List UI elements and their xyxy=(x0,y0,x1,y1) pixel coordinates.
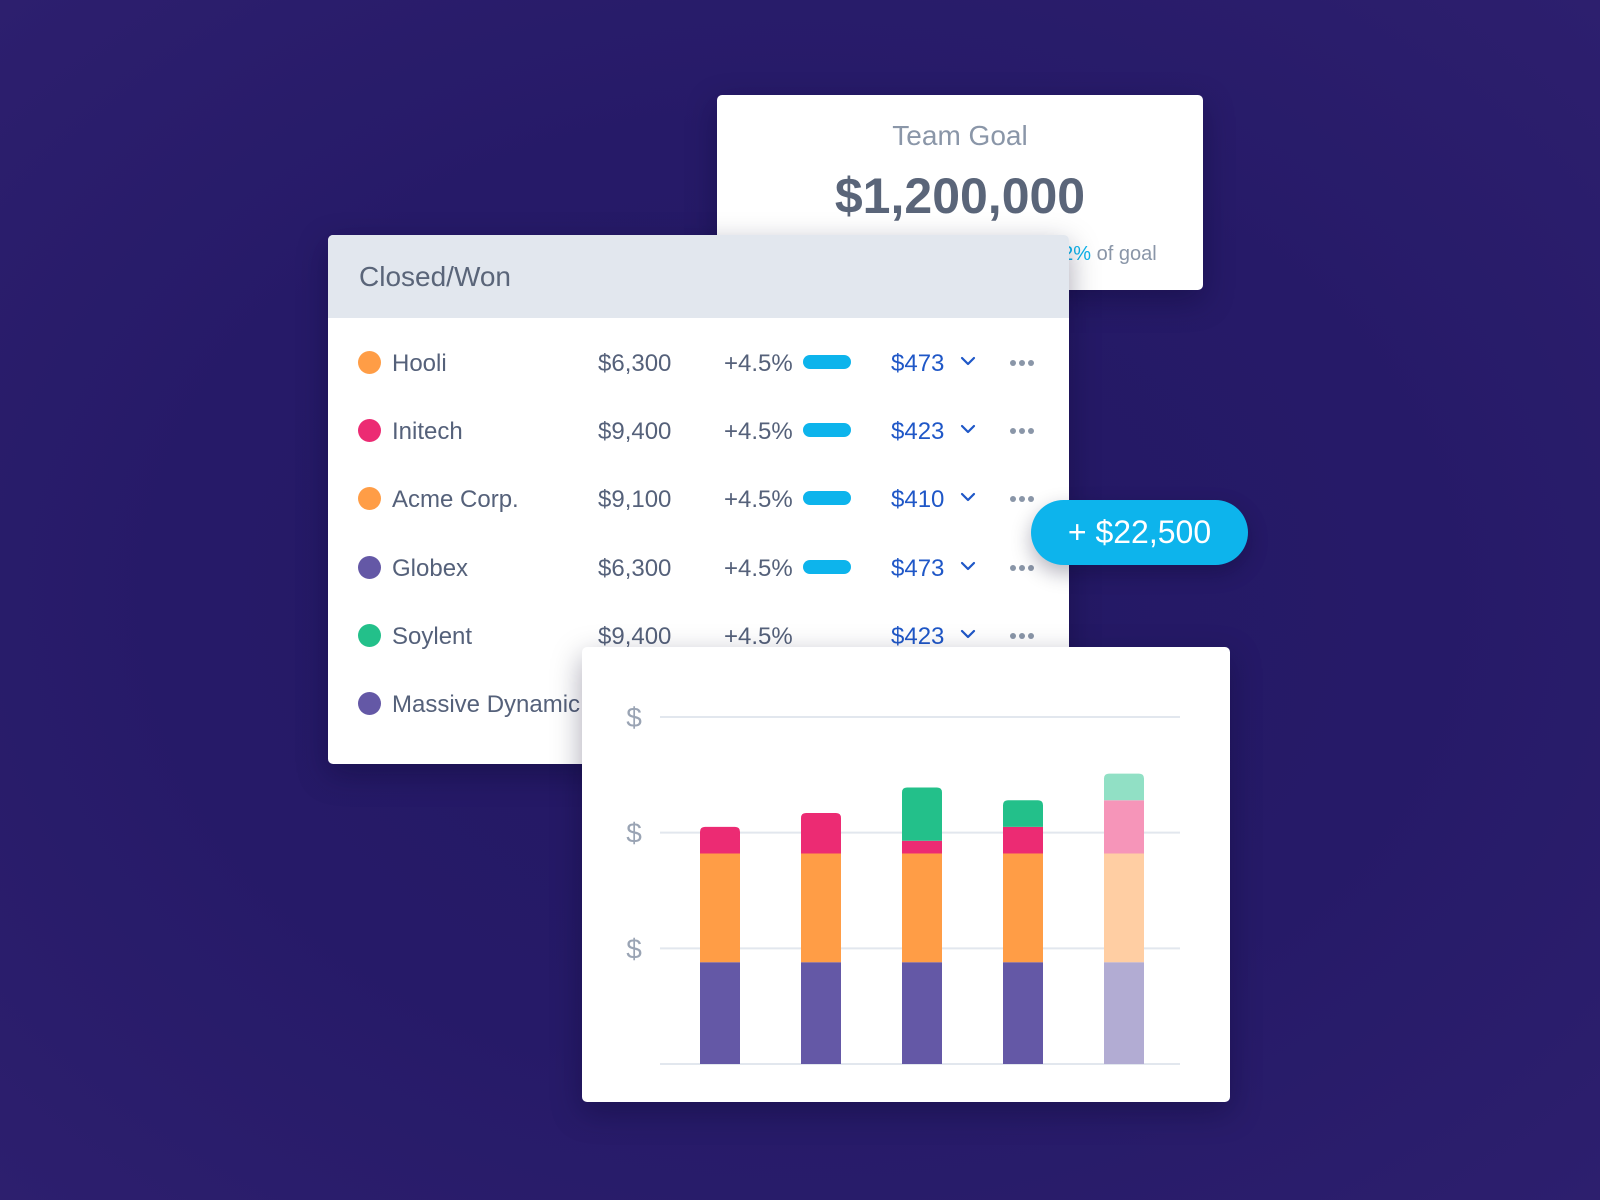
deal-change-percent: +4.5% xyxy=(724,623,793,650)
more-options-icon[interactable] xyxy=(1009,495,1035,503)
bar-segment xyxy=(902,787,942,841)
y-tick-label: $ xyxy=(626,702,642,733)
company-color-dot xyxy=(358,487,381,510)
deal-row[interactable]: Massive Dynamic xyxy=(328,684,1069,724)
more-options-icon[interactable] xyxy=(1009,564,1035,572)
company-name: Globex xyxy=(392,555,469,582)
deal-amount: $6,300 xyxy=(598,350,672,377)
deal-change-percent: +4.5% xyxy=(724,486,793,513)
company-color-dot xyxy=(358,419,381,442)
company-name: Hooli xyxy=(392,350,447,377)
deal-change-percent: +4.5% xyxy=(724,555,793,582)
bar-segment xyxy=(1003,826,1043,854)
more-options-icon[interactable] xyxy=(1009,427,1035,435)
company-color-dot xyxy=(358,692,381,715)
delta-badge: + $22,500 xyxy=(1031,500,1248,565)
company-color-dot xyxy=(358,351,381,374)
bar-segment xyxy=(700,962,740,1064)
closed-won-title: Closed/Won xyxy=(359,260,512,292)
stacked-bar-chart: $ $ $ xyxy=(626,702,1180,1065)
closed-won-header: Closed/Won xyxy=(328,235,1069,318)
deal-row[interactable]: Acme Corp. $9,100 +4.5% $410 xyxy=(328,479,1069,519)
company-name: Massive Dynamic xyxy=(392,691,581,718)
bar-segment xyxy=(902,962,942,1064)
bar-segment xyxy=(801,813,841,854)
deal-value-dropdown[interactable]: $423 xyxy=(891,623,945,650)
bar-segment xyxy=(700,853,740,963)
deal-row[interactable]: Initech $9,400 +4.5% $423 xyxy=(328,411,1069,451)
bar-segment xyxy=(1003,962,1043,1064)
more-options-icon[interactable] xyxy=(1009,632,1035,640)
bar-segment xyxy=(1003,800,1043,827)
deal-trend-bar xyxy=(803,491,851,505)
chevron-down-icon[interactable] xyxy=(960,626,976,642)
team-goal-label: Team Goal xyxy=(892,120,1028,151)
more-options-icon[interactable] xyxy=(1009,359,1035,367)
bar-segment xyxy=(1104,962,1144,1064)
deal-row[interactable]: Soylent $9,400 +4.5% $423 xyxy=(328,616,1069,656)
deal-amount: $9,400 xyxy=(598,623,672,650)
company-color-dot xyxy=(358,556,381,579)
bar-segment xyxy=(902,840,942,854)
deal-trend-bar xyxy=(803,355,851,369)
deal-row[interactable]: Hooli $6,300 +4.5% $473 xyxy=(328,343,1069,383)
deal-amount: $9,100 xyxy=(598,486,672,513)
chevron-down-icon[interactable] xyxy=(960,489,976,505)
company-name: Soylent xyxy=(392,623,473,650)
bar-segment xyxy=(902,853,942,963)
bar-segment xyxy=(1104,773,1144,801)
bar-segment xyxy=(700,826,740,854)
deal-amount: $9,400 xyxy=(598,418,672,445)
deal-value-dropdown[interactable]: $410 xyxy=(891,486,945,513)
y-tick-label: $ xyxy=(626,818,642,849)
deal-row[interactable]: Globex $6,300 +4.5% $473 xyxy=(328,548,1069,588)
deal-change-percent: +4.5% xyxy=(724,350,793,377)
chevron-down-icon[interactable] xyxy=(960,421,976,437)
company-color-dot xyxy=(358,624,381,647)
chart-card: $ $ $ xyxy=(582,647,1230,1102)
deal-amount: $6,300 xyxy=(598,555,672,582)
y-tick-label: $ xyxy=(626,933,642,964)
chevron-down-icon[interactable] xyxy=(960,353,976,369)
deal-trend-bar xyxy=(803,423,851,437)
bar-segment xyxy=(1003,853,1043,963)
deal-value-dropdown[interactable]: $473 xyxy=(891,350,945,377)
company-name: Acme Corp. xyxy=(392,486,519,513)
deal-trend-bar xyxy=(803,560,851,574)
bar-segment xyxy=(801,853,841,963)
bar-segment xyxy=(1104,800,1144,854)
team-goal-of-goal: of goal xyxy=(1096,243,1157,265)
chevron-down-icon[interactable] xyxy=(960,558,976,574)
deal-change-percent: +4.5% xyxy=(724,418,793,445)
bar-segment xyxy=(1104,853,1144,963)
deal-value-dropdown[interactable]: $473 xyxy=(891,555,945,582)
bar-segment xyxy=(801,962,841,1064)
team-goal-amount: $1,200,000 xyxy=(834,168,1086,224)
company-name: Initech xyxy=(392,418,463,445)
deal-value-dropdown[interactable]: $423 xyxy=(891,418,945,445)
